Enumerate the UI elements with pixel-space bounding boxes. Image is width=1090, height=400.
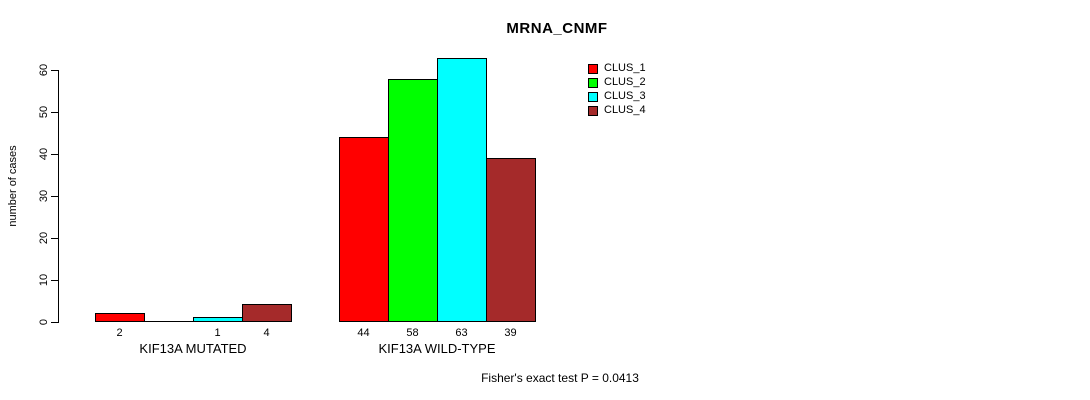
bar-clus_1-kif13a-mutated bbox=[95, 313, 145, 322]
legend-label-clus_3: CLUS_3 bbox=[604, 90, 646, 102]
bar-count-label-clus_4-kif13a-mutated: 4 bbox=[263, 327, 270, 339]
bar-count-label-clus_3-kif13a-mutated: 1 bbox=[214, 327, 221, 339]
y-tick-label: 20 bbox=[38, 231, 50, 245]
group-label-kif13a-mutated: KIF13A MUTATED bbox=[139, 341, 247, 356]
legend-swatch-clus_2-icon bbox=[588, 78, 598, 88]
y-tick-label: 60 bbox=[38, 63, 50, 77]
legend-swatch-clus_1-icon bbox=[588, 64, 598, 74]
y-tick-label: 50 bbox=[38, 105, 50, 119]
y-tick-mark bbox=[51, 154, 58, 155]
legend-label-clus_2: CLUS_2 bbox=[604, 76, 646, 88]
y-tick-label: 40 bbox=[38, 147, 50, 161]
y-tick-mark bbox=[51, 322, 58, 323]
bar-count-label-clus_1-kif13a-wild-type: 44 bbox=[357, 327, 370, 339]
y-tick-mark bbox=[51, 280, 58, 281]
y-tick-mark bbox=[51, 70, 58, 71]
legend-swatch-clus_4-icon bbox=[588, 106, 598, 116]
bar-clus_3-kif13a-wild-type bbox=[437, 58, 487, 322]
y-tick-mark bbox=[51, 112, 58, 113]
legend-label-clus_1: CLUS_1 bbox=[604, 62, 646, 74]
y-tick-mark bbox=[51, 238, 58, 239]
bar-clus_4-kif13a-mutated bbox=[242, 304, 292, 322]
bar-count-label-clus_2-kif13a-wild-type: 58 bbox=[406, 327, 419, 339]
bar-clus_1-kif13a-wild-type bbox=[339, 137, 389, 322]
y-axis-label: number of cases bbox=[7, 145, 19, 227]
bar-clus_3-kif13a-mutated bbox=[193, 317, 243, 322]
y-tick-label: 0 bbox=[38, 318, 50, 326]
y-tick-mark bbox=[51, 196, 58, 197]
y-axis-line bbox=[58, 70, 59, 323]
bar-count-label-clus_4-kif13a-wild-type: 39 bbox=[504, 327, 517, 339]
group-label-kif13a-wild-type: KIF13A WILD-TYPE bbox=[378, 341, 496, 356]
y-tick-label: 30 bbox=[38, 189, 50, 203]
bar-clus_4-kif13a-wild-type bbox=[486, 158, 536, 322]
bar-count-label-clus_1-kif13a-mutated: 2 bbox=[116, 327, 123, 339]
legend-label-clus_4: CLUS_4 bbox=[604, 104, 646, 116]
bar-clus_2-kif13a-wild-type bbox=[388, 79, 438, 322]
legend-swatch-clus_3-icon bbox=[588, 92, 598, 102]
annotation-pvalue: Fisher's exact test P = 0.0413 bbox=[481, 371, 639, 385]
chart-title: MRNA_CNMF bbox=[506, 20, 608, 37]
y-tick-label: 10 bbox=[38, 273, 50, 287]
bar-count-label-clus_3-kif13a-wild-type: 63 bbox=[455, 327, 468, 339]
